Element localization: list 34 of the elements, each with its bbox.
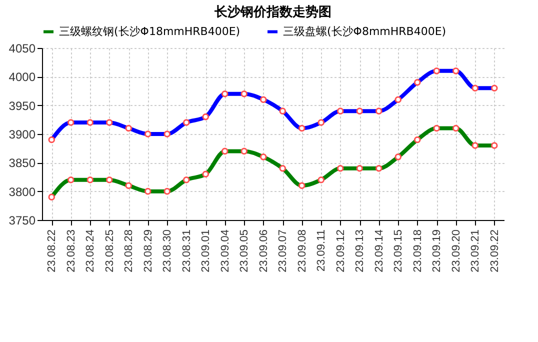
y-tick-label: 3800 — [8, 184, 36, 199]
y-tick-label: 3950 — [8, 98, 36, 113]
y-tick-label: 3850 — [8, 156, 36, 170]
x-tick-label: 23.08.30 — [162, 230, 174, 272]
x-tick-label: 23.09.11 — [316, 230, 328, 272]
y-tick-label: 4000 — [8, 70, 36, 84]
x-tick-label: 23.08.24 — [84, 230, 97, 272]
x-tick-label: 23.09.01 — [200, 230, 212, 272]
x-tick-label: 23.08.23 — [65, 230, 78, 272]
x-tick-label: 23.09.12 — [334, 230, 347, 272]
y-tick-label: 3900 — [8, 128, 36, 142]
x-tick-label: 23.09.08 — [296, 230, 308, 272]
x-tick-label: 23.09.05 — [238, 230, 251, 272]
x-tick-label: 23.09.22 — [488, 230, 501, 272]
x-tick-label: 23.08.22 — [46, 230, 58, 272]
x-tick-label: 23.09.07 — [277, 230, 290, 272]
legend-label: 三级盘螺(长沙Φ8mmHRB400E) — [283, 24, 446, 38]
y-tick-label: 3750 — [8, 214, 36, 228]
x-tick-label: 23.08.31 — [180, 230, 193, 272]
x-tick-label: 23.09.15 — [392, 230, 405, 272]
x-tick-label: 23.08.25 — [104, 230, 116, 272]
x-tick-label: 23.09.13 — [354, 230, 366, 272]
x-tick-label: 23.09.18 — [412, 230, 424, 272]
x-tick-label: 23.09.06 — [258, 230, 270, 272]
x-tick-label: 23.09.19 — [431, 230, 444, 272]
x-tick-label: 23.08.29 — [142, 230, 154, 272]
x-tick-label: 23.09.14 — [373, 230, 386, 272]
chart-title: 长沙钢价指数走势图 — [214, 4, 332, 20]
y-tick-label: 4050 — [8, 42, 36, 56]
x-tick-label: 23.09.20 — [450, 230, 462, 272]
legend-label: 三级螺纹钢(长沙Φ18mmHRB400E) — [59, 24, 240, 38]
x-tick-label: 23.08.28 — [123, 230, 136, 272]
x-tick-label: 23.09.21 — [470, 230, 482, 272]
x-tick-label: 23.09.04 — [219, 230, 232, 272]
